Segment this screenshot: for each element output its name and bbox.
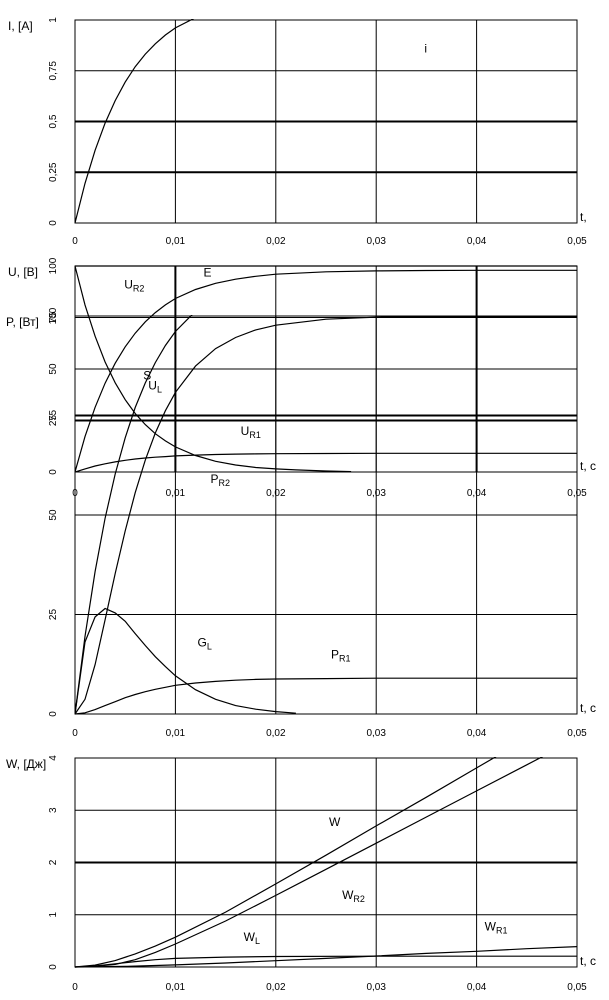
x-tick-label: 0,04	[467, 982, 487, 993]
series-label-wr2: WR2	[342, 888, 365, 904]
series-line-s	[75, 315, 193, 715]
x-tick-label: 0,01	[166, 982, 186, 993]
series-label-ur1: UR1	[241, 424, 261, 440]
y-tick-label: 0,25	[48, 162, 59, 182]
plot-frame	[74, 19, 578, 224]
x-tick-label: 0	[72, 728, 78, 739]
series-line-pr1	[75, 677, 577, 715]
y-tick-label: 100	[48, 307, 59, 324]
x-tick-label: 0	[72, 982, 78, 993]
series-line-wr1	[75, 946, 577, 968]
series-label-wl: WL	[244, 930, 260, 946]
current-chart: 0 0,01 0,02 0,03 0,04 0,05 0 0,25 0,5 0,75 1 I, [A]…	[8, 17, 587, 247]
y-tick-label: 1	[48, 17, 59, 23]
x-tick-label: 0,05	[567, 982, 587, 993]
y-tick-label: 50	[48, 363, 59, 375]
x-tick-label: 0,02	[266, 236, 286, 247]
x-axis-label: t, c	[580, 954, 596, 968]
x-tick-label: 0,03	[366, 728, 386, 739]
x-tick-label: 0,04	[467, 236, 487, 247]
y-tick-label: 25	[48, 415, 59, 427]
y-axis-label: I, [A]	[8, 19, 33, 33]
y-tick-label: 25	[48, 609, 59, 621]
y-tick-label: 1	[48, 912, 59, 918]
x-tick-label: 0,02	[266, 982, 286, 993]
series-label-w: W	[329, 815, 341, 829]
series-label-pr2: PR2	[211, 472, 231, 488]
series-label-s: S	[143, 369, 151, 383]
energy-chart: 0 0,01 0,02 0,03 0,04 0,05 0 1 2 3 4W, [Дж] t, c W WR…	[6, 755, 596, 993]
plot-frame	[74, 757, 578, 968]
series-line-i	[75, 19, 195, 224]
y-axis-label: W, [Дж]	[6, 757, 46, 771]
x-tick-label: 0	[72, 236, 78, 247]
series-label-ur2: UR2	[124, 278, 144, 294]
y-tick-label: 0	[48, 964, 59, 970]
x-tick-label: 0,05	[567, 728, 587, 739]
series-label-gl: GL	[197, 635, 211, 651]
series-line-ur1	[75, 452, 577, 473]
x-tick-label: 0,04	[467, 728, 487, 739]
x-tick-label: 0,05	[567, 236, 587, 247]
x-tick-label: 0,03	[366, 982, 386, 993]
y-tick-label: 0	[48, 711, 59, 717]
y-tick-label: 2	[48, 859, 59, 865]
y-tick-label: 75	[48, 312, 59, 324]
x-tick-label: 0,01	[166, 236, 186, 247]
y-tick-label: 0,75	[48, 61, 59, 81]
y-tick-label: 50	[48, 509, 59, 521]
x-axis-label: t, c	[580, 701, 596, 715]
x-axis-label: t,	[580, 210, 587, 224]
series-line-w	[75, 757, 497, 968]
y-tick-label: 4	[48, 755, 59, 761]
y-tick-label: 0,5	[48, 114, 59, 128]
plot-frame	[74, 315, 578, 715]
series-label-i: i	[424, 41, 427, 55]
y-tick-label: 0	[48, 220, 59, 226]
series-line-pr2	[75, 315, 577, 715]
y-axis-label: U, [B]	[8, 265, 38, 279]
x-tick-label: 0,03	[366, 236, 386, 247]
x-axis-label: t, c	[580, 459, 596, 473]
x-tick-label: 0,02	[266, 728, 286, 739]
series-label-pr1: PR1	[331, 647, 351, 663]
y-tick-label: 100	[48, 257, 59, 274]
series-line-gl	[75, 607, 296, 715]
x-tick-label: 0,01	[166, 728, 186, 739]
series-label-e: E	[204, 265, 212, 279]
series-line-wl	[75, 955, 577, 968]
y-tick-label: 75	[48, 410, 59, 422]
y-tick-label: 3	[48, 807, 59, 813]
series-label-wr1: WR1	[485, 919, 508, 935]
y-axis-label: P, [Вт]	[6, 315, 39, 329]
y-tick-label: 0	[48, 469, 59, 475]
